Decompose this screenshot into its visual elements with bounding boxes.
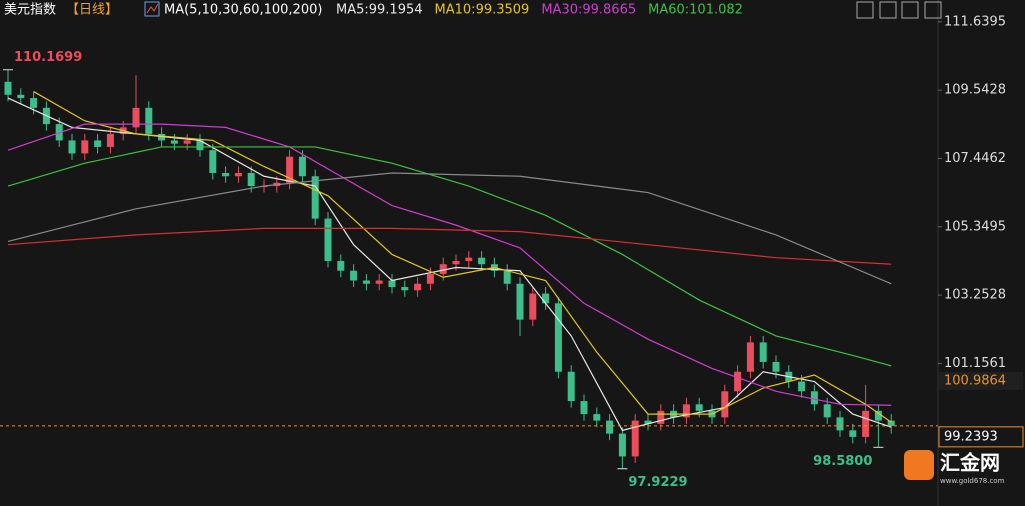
annotation-label: 110.1699 bbox=[14, 50, 82, 65]
candle-body bbox=[682, 404, 690, 418]
y-tick-label: 111.6395 bbox=[944, 14, 1006, 29]
indicator: MA(5,10,30,60,100,200) bbox=[164, 3, 322, 18]
candle-body bbox=[772, 361, 780, 372]
watermark: 汇金网 www.gold678.com bbox=[904, 450, 1005, 485]
candle-body bbox=[350, 270, 358, 281]
candle-body bbox=[657, 410, 665, 424]
candle-body bbox=[887, 420, 895, 426]
candle-body bbox=[618, 433, 626, 457]
candle-body bbox=[209, 150, 217, 173]
candle-body bbox=[567, 371, 575, 402]
last-price-box bbox=[938, 426, 1024, 448]
candle-body bbox=[503, 270, 511, 284]
candle-body bbox=[426, 273, 434, 284]
candle-body bbox=[388, 280, 396, 288]
ma-line bbox=[7, 172, 892, 285]
candle-body bbox=[465, 257, 473, 261]
marker-label: 100.9864 bbox=[944, 373, 1006, 388]
y-tick-label: 109.5428 bbox=[944, 83, 1006, 98]
candle-body bbox=[823, 404, 831, 418]
candle-body bbox=[478, 257, 486, 265]
candle-body bbox=[106, 133, 114, 147]
candle-body bbox=[862, 410, 870, 437]
candle-body bbox=[401, 287, 409, 291]
candle-body bbox=[439, 264, 447, 274]
candle-body bbox=[734, 371, 742, 392]
candle-body bbox=[337, 260, 345, 271]
candle-body bbox=[145, 107, 153, 134]
candle-body bbox=[286, 156, 294, 183]
tool-button[interactable] bbox=[856, 1, 874, 19]
candle-body bbox=[68, 140, 76, 154]
candle-body bbox=[132, 107, 140, 128]
candle-body bbox=[593, 414, 601, 421]
candle-body bbox=[759, 342, 767, 362]
candle-body bbox=[170, 140, 178, 144]
candle-body bbox=[580, 401, 588, 415]
candle-body bbox=[836, 417, 844, 431]
candle-body bbox=[375, 280, 383, 284]
y-tick-label: 101.1561 bbox=[944, 356, 1006, 371]
candle-body bbox=[529, 293, 537, 320]
candle-body bbox=[606, 420, 614, 434]
candle-body bbox=[695, 404, 703, 411]
candle-body bbox=[798, 381, 806, 392]
annotation-label: 98.5800 bbox=[813, 454, 872, 469]
candle-body bbox=[94, 140, 102, 147]
candle-body bbox=[746, 342, 754, 372]
legend-entry: MA60:101.082 bbox=[648, 3, 743, 18]
last-price-label: 99.2393 bbox=[944, 429, 998, 444]
candle-body bbox=[810, 391, 818, 405]
candle-body bbox=[849, 430, 857, 437]
candle-body bbox=[222, 172, 230, 177]
legend-entry: MA30:99.8665 bbox=[541, 3, 636, 18]
indicator-icon bbox=[144, 1, 160, 17]
candle-body bbox=[874, 410, 882, 421]
candle-body bbox=[196, 140, 204, 151]
chart-title: 美元指数 bbox=[4, 3, 56, 18]
ma-line bbox=[33, 91, 892, 423]
candle-body bbox=[414, 283, 422, 291]
candle-body bbox=[644, 420, 652, 424]
candle-body bbox=[324, 218, 332, 261]
legend-entry: MA5:99.1954 bbox=[336, 3, 423, 18]
candle-body bbox=[362, 280, 370, 284]
toolbar[interactable] bbox=[856, 1, 942, 19]
candle-body bbox=[298, 156, 306, 177]
ma-line bbox=[7, 123, 892, 406]
ma-line bbox=[7, 227, 892, 265]
tool-button[interactable] bbox=[901, 1, 919, 19]
candle-body bbox=[234, 172, 242, 177]
legend-entry: MA10:99.3509 bbox=[435, 3, 530, 18]
period: 【日线】 bbox=[66, 3, 118, 18]
candle-body bbox=[4, 81, 12, 95]
candle-body bbox=[516, 283, 524, 320]
ma-line bbox=[7, 146, 892, 367]
y-tick-label: 105.3495 bbox=[944, 219, 1006, 234]
y-tick-label: 103.2528 bbox=[944, 288, 1006, 303]
candle-body bbox=[721, 391, 729, 418]
logo-name: 汇金网 bbox=[940, 451, 1000, 475]
candle-body bbox=[247, 172, 255, 187]
candle-body bbox=[311, 176, 319, 219]
candle-body bbox=[542, 293, 550, 304]
annotation-label: 97.9229 bbox=[628, 475, 687, 490]
candle-body bbox=[17, 94, 25, 99]
candle-body bbox=[554, 303, 562, 372]
candle-body bbox=[631, 420, 639, 457]
candle-body bbox=[452, 260, 460, 265]
candle-body bbox=[81, 140, 89, 154]
tool-button[interactable] bbox=[924, 1, 942, 19]
logo bbox=[904, 450, 934, 480]
candle-body bbox=[158, 133, 166, 141]
y-tick-label: 107.4462 bbox=[944, 151, 1006, 166]
candle-body bbox=[30, 98, 38, 108]
marker-box bbox=[939, 371, 1023, 390]
tool-button[interactable] bbox=[879, 1, 897, 19]
logo-url: www.gold678.com bbox=[940, 477, 1005, 485]
candle-body bbox=[183, 140, 191, 144]
